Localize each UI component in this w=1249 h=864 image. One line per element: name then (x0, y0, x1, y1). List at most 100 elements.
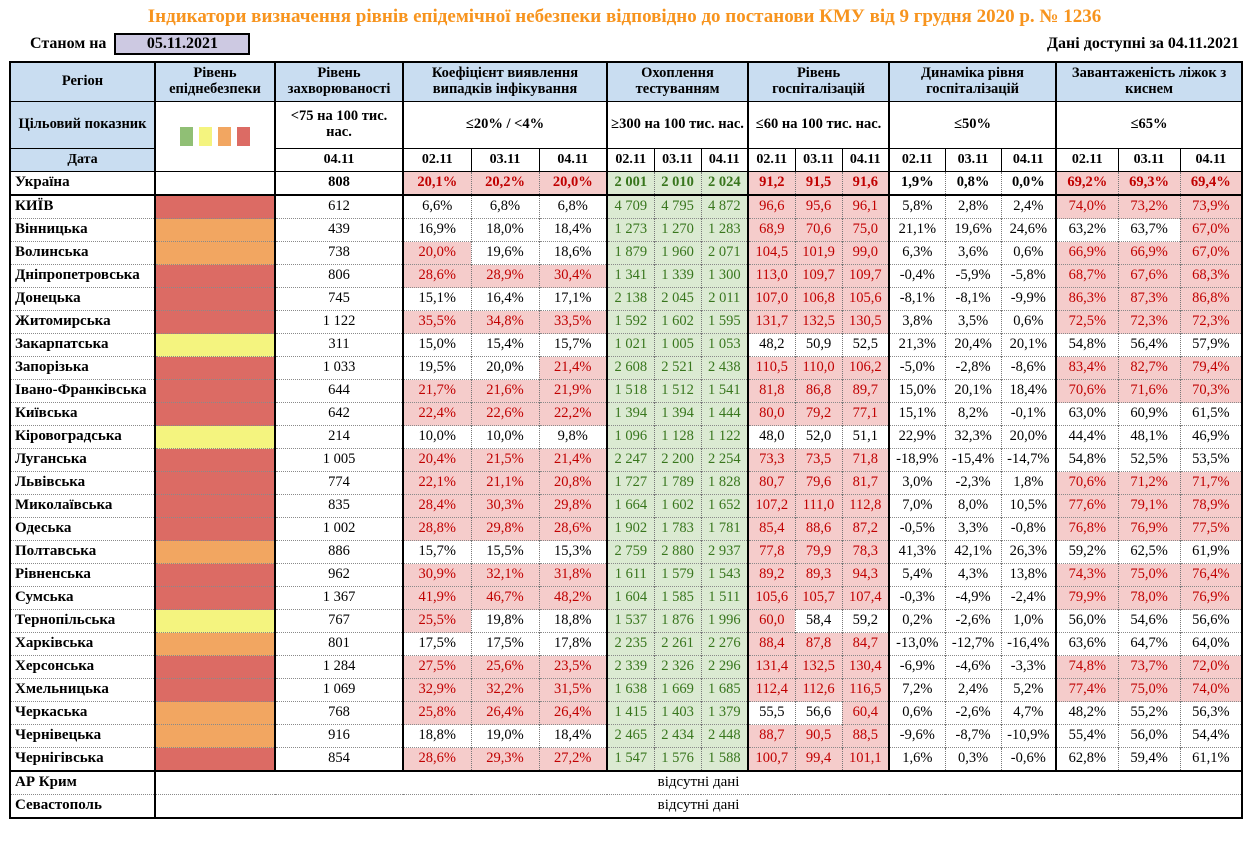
dynamics-value: 19,6% (944, 218, 1002, 242)
table-row: Вінницька 439 16,9% 18,0% 18,4% 1 273 1 270 1 2… (10, 218, 1243, 242)
testing-value: 1 576 (653, 747, 701, 771)
dynamics-value: 15,1% (888, 402, 946, 426)
detection-value: 18,6% (538, 241, 607, 265)
beds-value: 79,4% (1179, 356, 1243, 380)
testing-value: 4 709 (606, 194, 654, 219)
incidence-value: 311 (274, 333, 403, 357)
no-data-row: Севастополь відсутні дані (10, 794, 1243, 818)
table-row: Україна 808 20,1% 20,2% 20,0% 2 001 2 010 2 024… (10, 171, 1243, 195)
beds-value: 82,7% (1117, 356, 1181, 380)
testing-value: 1 611 (606, 563, 654, 587)
dynamics-value: 22,9% (888, 425, 946, 449)
detection-value: 29,8% (538, 494, 607, 518)
dynamics-value: 0,6% (1000, 310, 1057, 334)
beds-value: 55,2% (1117, 701, 1181, 725)
dynamics-value: -8,7% (944, 724, 1002, 748)
date-cell: 03.11 (1117, 148, 1181, 172)
dynamics-value: 8,0% (944, 494, 1002, 518)
testing-value: 1 592 (606, 310, 654, 334)
dynamics-value: 4,7% (1000, 701, 1057, 725)
dynamics-value: -4,9% (944, 586, 1002, 610)
beds-value: 77,4% (1055, 678, 1119, 702)
hospitalization-value: 59,2 (841, 609, 890, 633)
hospitalization-value: 109,7 (794, 264, 843, 288)
beds-value: 54,8% (1055, 333, 1119, 357)
testing-value: 1 543 (700, 563, 749, 587)
table-row: Донецька 745 15,1% 16,4% 17,1% 2 138 2 045 2 01… (10, 287, 1243, 311)
hospitalization-value: 48,0 (747, 425, 796, 449)
table-row: Львівська 774 22,1% 21,1% 20,8% 1 727 1 789 1 8… (10, 471, 1243, 495)
testing-value: 1 339 (653, 264, 701, 288)
dynamics-value: 20,1% (1000, 333, 1057, 357)
region-name: Донецька (10, 287, 155, 311)
detection-value: 18,4% (538, 218, 607, 242)
testing-value: 2 438 (700, 356, 749, 380)
beds-value: 69,3% (1117, 171, 1181, 195)
incidence-value: 1 367 (274, 586, 403, 610)
testing-value: 1 960 (653, 241, 701, 265)
detection-value: 15,5% (470, 540, 539, 564)
dynamics-value: -16,4% (1000, 632, 1057, 656)
detection-value: 21,4% (538, 356, 607, 380)
region-name: Тернопільська (10, 609, 155, 633)
beds-value: 52,5% (1117, 448, 1181, 472)
dynamics-value: 0,6% (1000, 241, 1057, 265)
hospitalization-value: 79,9 (794, 540, 843, 564)
hospitalization-value: 100,7 (747, 747, 796, 771)
beds-value: 78,0% (1117, 586, 1181, 610)
epidemic-level-cell (154, 218, 275, 242)
target-testing: ≥300 на 100 тис. нас. (605, 101, 749, 149)
dynamics-value: 0,6% (888, 701, 946, 725)
epidemic-level-cell (154, 563, 275, 587)
hospitalization-value: 79,2 (794, 402, 843, 426)
epidemic-level-cell (154, 655, 275, 679)
detection-value: 27,5% (402, 655, 471, 679)
dynamics-value: -2,4% (1000, 586, 1057, 610)
dynamics-value: 3,5% (944, 310, 1002, 334)
epidemic-level-cell (154, 494, 275, 518)
hospitalization-value: 131,7 (747, 310, 796, 334)
dynamics-value: 0,8% (944, 171, 1002, 195)
dynamics-value: -8,1% (888, 287, 946, 311)
region-name: Луганська (10, 448, 155, 472)
detection-value: 27,2% (538, 747, 607, 771)
beds-value: 67,0% (1179, 241, 1243, 265)
detection-value: 46,7% (470, 586, 539, 610)
testing-value: 2 024 (700, 171, 749, 195)
hospitalization-value: 75,0 (841, 218, 890, 242)
hospitalization-value: 130,4 (841, 655, 890, 679)
dynamics-value: 3,6% (944, 241, 1002, 265)
incidence-value: 774 (274, 471, 403, 495)
dynamics-value: 5,8% (888, 194, 946, 219)
hospitalization-value: 52,0 (794, 425, 843, 449)
detection-value: 21,4% (538, 448, 607, 472)
hospitalization-value: 110,5 (747, 356, 796, 380)
incidence-value: 642 (274, 402, 403, 426)
detection-value: 18,4% (538, 724, 607, 748)
header-hospitalization-dynamics: Динаміка рівня госпіталізацій (888, 61, 1057, 102)
as-of-block: Станом на 05.11.2021 (30, 33, 251, 55)
beds-value: 87,3% (1117, 287, 1181, 311)
testing-value: 1 512 (653, 379, 701, 403)
detection-value: 15,7% (538, 333, 607, 357)
dynamics-value: -0,6% (1000, 747, 1057, 771)
dynamics-value: 6,3% (888, 241, 946, 265)
hospitalization-value: 89,7 (841, 379, 890, 403)
beds-value: 71,6% (1117, 379, 1181, 403)
incidence-value: 801 (274, 632, 403, 656)
hospitalization-value: 89,2 (747, 563, 796, 587)
hospitalization-value: 132,5 (794, 310, 843, 334)
detection-value: 10,0% (402, 425, 471, 449)
hospitalization-value: 80,7 (747, 471, 796, 495)
beds-value: 79,9% (1055, 586, 1119, 610)
testing-value: 2 448 (700, 724, 749, 748)
table-row: Миколаївська 835 28,4% 30,3% 29,8% 1 664 1 602… (10, 494, 1243, 518)
region-name: Полтавська (10, 540, 155, 564)
hospitalization-value: 86,8 (794, 379, 843, 403)
testing-value: 1 879 (606, 241, 654, 265)
detection-value: 33,5% (538, 310, 607, 334)
detection-value: 20,2% (470, 171, 539, 195)
detection-value: 30,9% (402, 563, 471, 587)
beds-value: 54,4% (1179, 724, 1243, 748)
region-name: Вінницька (10, 218, 155, 242)
